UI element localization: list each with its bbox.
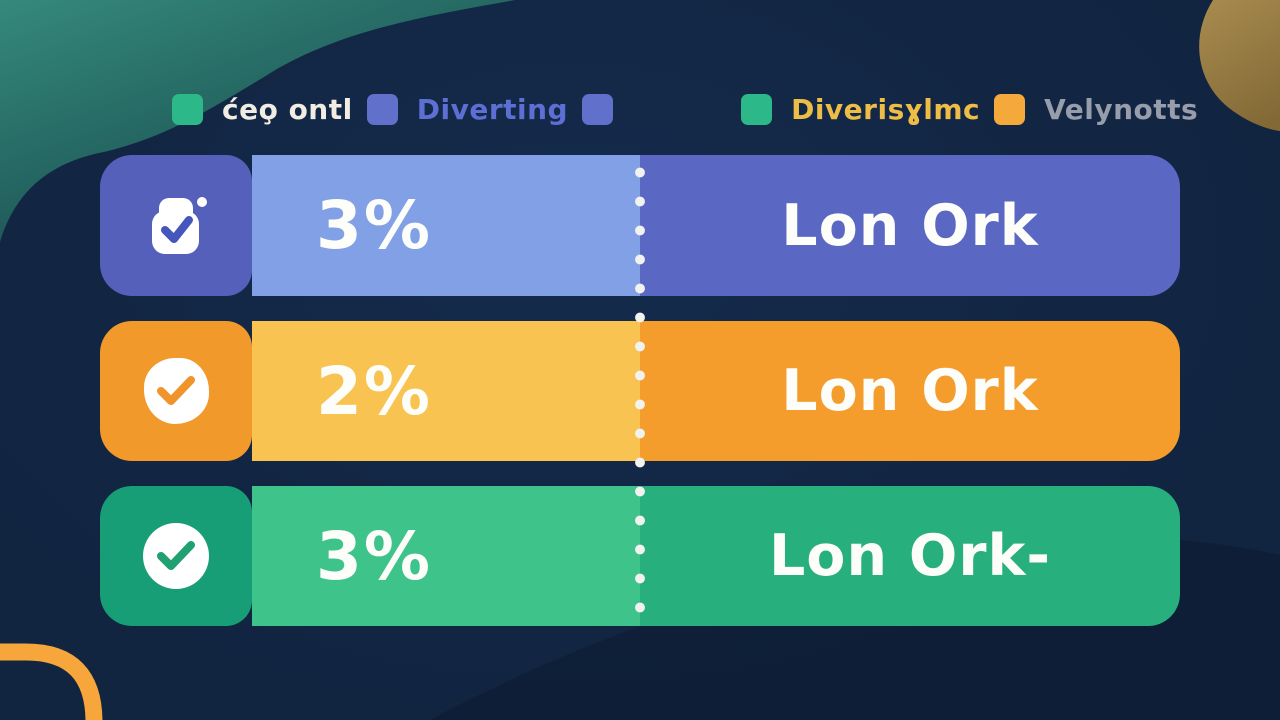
stat-row-orange: 2% Lon Ork bbox=[100, 321, 1180, 461]
legend: ćeo̧ ontl Diverting Diverisɣlmc Velynott… bbox=[172, 92, 1212, 126]
icon-section bbox=[100, 155, 252, 296]
row-label: Lon Ork bbox=[781, 192, 1039, 259]
circle-check-icon bbox=[143, 523, 209, 589]
label-section: Lon Ork bbox=[640, 155, 1180, 296]
stat-row-green: 3% Lon Ork- bbox=[100, 486, 1180, 626]
teal-corner-shape bbox=[0, 0, 515, 242]
icon-section bbox=[100, 321, 252, 461]
legend-swatch-green-2 bbox=[741, 93, 773, 125]
legend-swatch-green bbox=[172, 93, 203, 125]
percent-section: 3% bbox=[252, 486, 640, 626]
gold-corner-shape bbox=[1199, 0, 1280, 131]
legend-label-2: Diverting bbox=[416, 92, 569, 126]
dotted-divider bbox=[635, 158, 645, 628]
inbox-check-icon bbox=[152, 196, 207, 254]
row-label: Lon Ork- bbox=[768, 523, 1052, 589]
badge-check-icon bbox=[143, 358, 209, 424]
percent-value: 3% bbox=[316, 517, 433, 595]
legend-swatch-blue-2 bbox=[582, 93, 614, 125]
legend-label-1: ćeo̧ ontl bbox=[222, 92, 353, 126]
stat-bars: 3% Lon Ork 2% Lon Ork bbox=[100, 155, 1180, 651]
percent-section: 2% bbox=[252, 321, 640, 461]
percent-section: 3% bbox=[252, 155, 640, 296]
legend-label-4: Velynotts bbox=[1044, 92, 1199, 126]
row-label: Lon Ork bbox=[781, 358, 1039, 424]
percent-value: 2% bbox=[316, 352, 433, 430]
orange-frame-shape bbox=[0, 643, 103, 720]
label-section: Lon Ork bbox=[640, 321, 1180, 461]
stat-row-blue: 3% Lon Ork bbox=[100, 155, 1180, 296]
percent-value: 3% bbox=[316, 187, 433, 264]
legend-swatch-orange bbox=[994, 93, 1026, 125]
legend-swatch-blue bbox=[366, 93, 398, 125]
icon-section bbox=[100, 486, 252, 626]
legend-label-3: Diverisɣlmc bbox=[791, 92, 981, 126]
label-section: Lon Ork- bbox=[640, 486, 1180, 626]
